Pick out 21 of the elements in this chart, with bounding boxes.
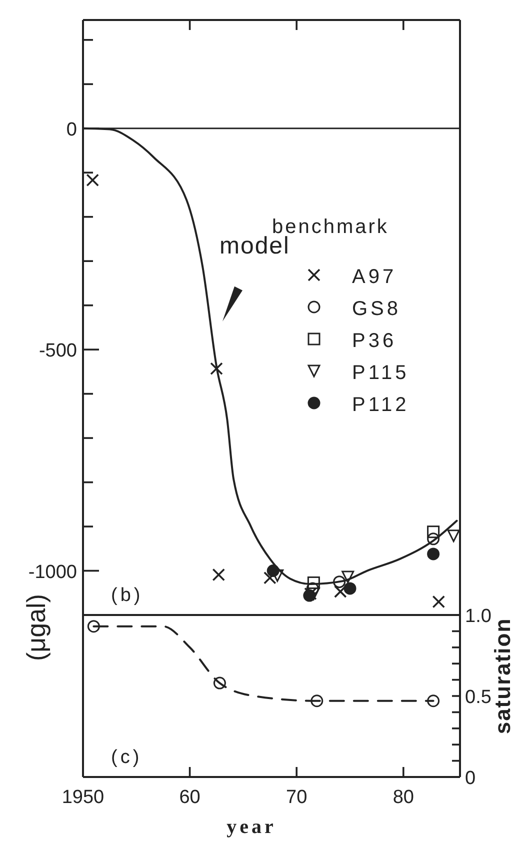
y-tick-label: 0 xyxy=(66,119,77,140)
y-tick-label: -500 xyxy=(38,340,77,362)
x-tick-label: 1950 xyxy=(62,787,104,808)
y2-tick-label: 0 xyxy=(465,768,476,789)
x-tick-label: 80 xyxy=(392,787,414,808)
annotation: (b) xyxy=(111,585,144,606)
x-tick-label: 70 xyxy=(286,787,308,808)
annotation: (c) xyxy=(111,747,142,768)
y2-tick-label: 1.0 xyxy=(465,606,492,627)
series-label: model xyxy=(220,232,290,260)
y-axis-title: (μgal) xyxy=(21,594,51,661)
legend-label: P36 xyxy=(352,330,397,352)
x-tick-label: 60 xyxy=(179,787,200,808)
legend-label: A97 xyxy=(352,266,397,288)
y2-axis-title: saturation xyxy=(490,618,515,734)
legend-label: P112 xyxy=(352,394,410,416)
x-axis-title: year xyxy=(226,816,276,838)
y2-tick-label: 0.5 xyxy=(465,687,492,708)
legend-label: GS8 xyxy=(352,298,402,320)
legend-label: P115 xyxy=(352,362,410,384)
y-tick-label: -1000 xyxy=(28,562,77,583)
